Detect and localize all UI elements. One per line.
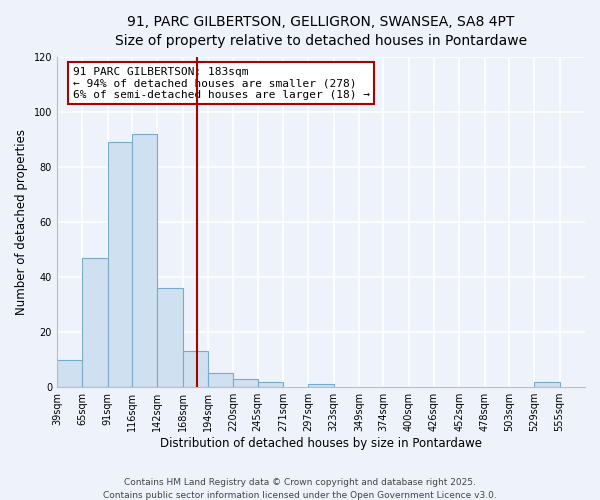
Bar (535, 382, 560, 387)
Bar (107, 142, 132, 387)
Bar (208, 374, 233, 387)
Title: 91, PARC GILBERTSON, GELLIGRON, SWANSEA, SA8 4PT
Size of property relative to de: 91, PARC GILBERTSON, GELLIGRON, SWANSEA,… (115, 15, 527, 48)
Bar (233, 379, 257, 387)
Bar (182, 352, 208, 387)
Bar (257, 382, 283, 387)
X-axis label: Distribution of detached houses by size in Pontardawe: Distribution of detached houses by size … (160, 437, 482, 450)
Bar (132, 134, 157, 387)
Text: 91 PARC GILBERTSON: 183sqm
← 94% of detached houses are smaller (278)
6% of semi: 91 PARC GILBERTSON: 183sqm ← 94% of deta… (73, 66, 370, 100)
Bar (157, 288, 182, 387)
Bar (57, 360, 82, 387)
Y-axis label: Number of detached properties: Number of detached properties (15, 129, 28, 315)
Bar (82, 258, 107, 387)
Text: Contains HM Land Registry data © Crown copyright and database right 2025.
Contai: Contains HM Land Registry data © Crown c… (103, 478, 497, 500)
Bar (308, 384, 334, 387)
